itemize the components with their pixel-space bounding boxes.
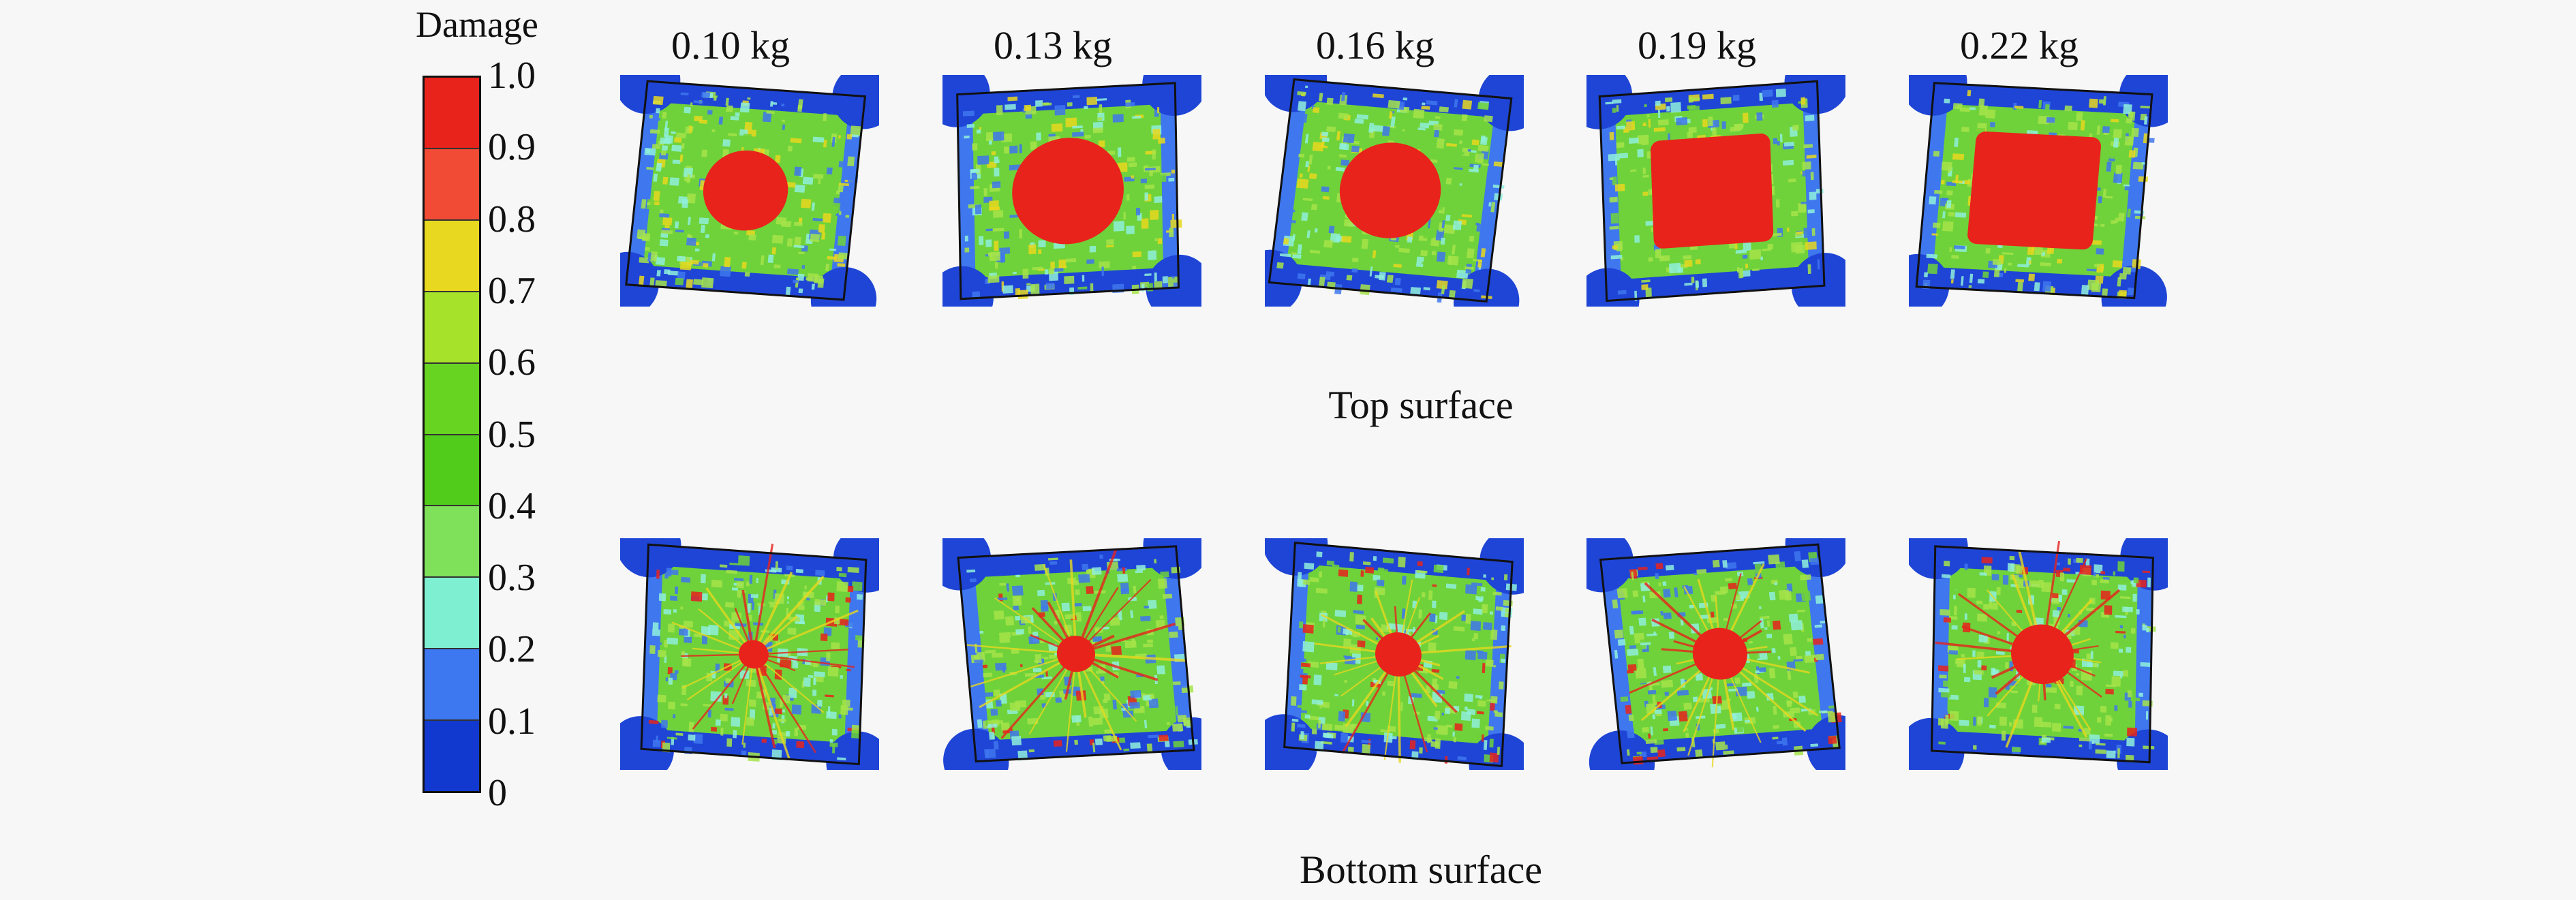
colorbar-tick-label: 0.7 [488, 269, 536, 312]
column-label: 0.10 kg [671, 23, 790, 67]
legend-title: Damage [416, 4, 538, 45]
colorbar-tick-label: 0.8 [488, 198, 536, 240]
colorbar-segment [425, 149, 479, 221]
column-label: 0.19 kg [1638, 23, 1756, 67]
colorbar-segment [425, 220, 479, 292]
top-surface-panel [942, 75, 1201, 307]
row-label-top: Top surface [1328, 383, 1514, 427]
colorbar-tick-label: 0.6 [488, 341, 536, 384]
colorbar-segment [425, 506, 479, 578]
colorbar-tick-label: 0.1 [488, 700, 536, 743]
top-surface-panel [1265, 75, 1524, 307]
bottom-surface-panel [1265, 538, 1524, 770]
top-surface-panel [1909, 75, 2168, 307]
colorbar-tick-label: 0.3 [488, 557, 536, 600]
colorbar-segment [425, 363, 479, 435]
column-label: 0.22 kg [1960, 23, 2079, 67]
colorbar-tick-label: 1.0 [488, 55, 536, 97]
damage-colorbar [423, 76, 481, 793]
colorbar-segment [425, 578, 479, 650]
bottom-surface-panel [1586, 538, 1845, 770]
column-label: 0.13 kg [994, 23, 1112, 67]
bottom-surface-panel [942, 538, 1201, 770]
row-label-bottom: Bottom surface [1300, 848, 1542, 892]
column-label: 0.16 kg [1316, 23, 1435, 67]
colorbar-segment [425, 435, 479, 507]
colorbar-tick-label: 0.5 [488, 413, 536, 456]
colorbar-segment [425, 292, 479, 364]
colorbar-segment [425, 649, 479, 721]
colorbar-segment [425, 78, 479, 149]
colorbar-segment [425, 721, 479, 792]
bottom-surface-panel [620, 538, 879, 770]
top-surface-panel [620, 75, 879, 307]
colorbar-tick-label: 0.2 [488, 628, 536, 671]
bottom-surface-panel [1909, 538, 2168, 770]
top-surface-panel [1586, 75, 1845, 307]
colorbar-tick-label: 0.4 [488, 484, 536, 527]
colorbar-tick-label: 0 [488, 772, 507, 814]
colorbar-tick-label: 0.9 [488, 126, 536, 169]
